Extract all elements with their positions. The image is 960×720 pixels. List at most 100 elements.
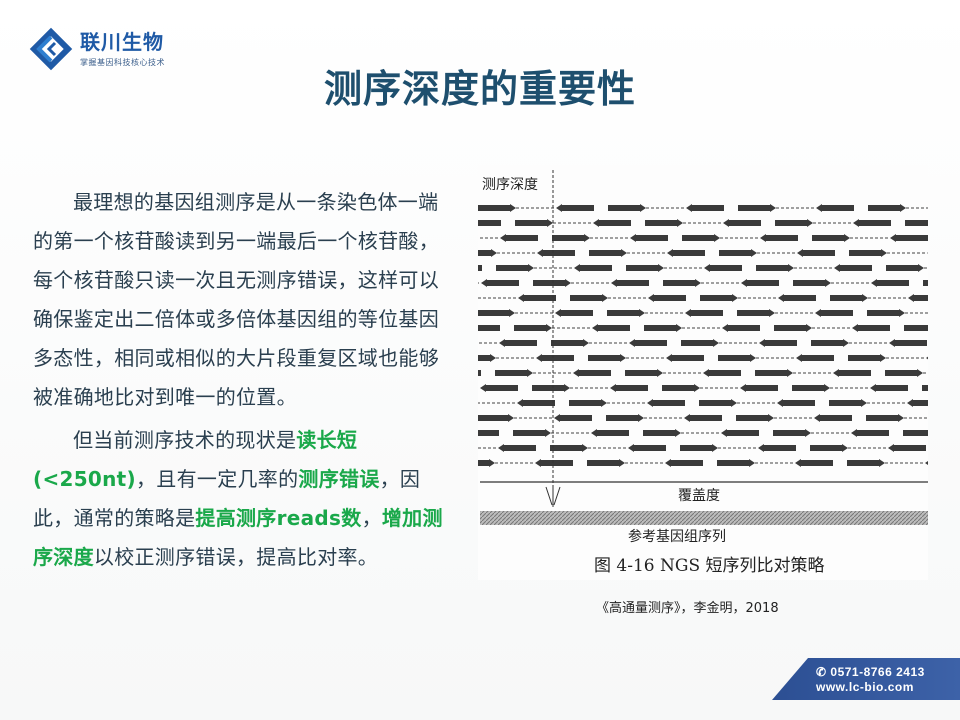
forward-arrow-icon (918, 264, 924, 272)
forward-arrow-icon (769, 309, 775, 317)
reverse-arrow-icon (573, 369, 579, 377)
reverse-arrow-icon (797, 249, 803, 257)
forward-read (532, 385, 564, 391)
reverse-arrow-icon (499, 339, 505, 347)
reverse-read (877, 280, 909, 286)
reverse-read (636, 235, 668, 241)
forward-read (626, 265, 658, 271)
forward-arrow-icon (583, 339, 589, 347)
forward-read (551, 340, 583, 346)
reverse-arrow-icon (871, 279, 877, 287)
forward-read (478, 205, 510, 211)
reverse-read (801, 460, 833, 466)
forward-arrow-icon (844, 234, 850, 242)
reverse-arrow-icon (684, 414, 690, 422)
forward-read (550, 445, 582, 451)
reference-genome-bar (480, 511, 928, 525)
reverse-arrow-icon (593, 219, 599, 227)
reverse-arrow-icon (628, 444, 634, 452)
forward-read (756, 265, 788, 271)
reverse-arrow-icon (629, 339, 635, 347)
forward-read (774, 325, 806, 331)
reverse-read (857, 430, 889, 436)
reverse-arrow-icon (816, 204, 822, 212)
reverse-read (543, 250, 575, 256)
forward-read (496, 265, 528, 271)
reverse-arrow-icon (833, 369, 839, 377)
forward-arrow-icon (805, 429, 811, 437)
forward-read (477, 310, 509, 316)
forward-read (775, 220, 807, 226)
forward-arrow-icon (621, 249, 627, 257)
reverse-arrow-icon (870, 384, 876, 392)
forward-read (848, 355, 880, 361)
forward-read (533, 280, 565, 286)
forward-arrow-icon (900, 204, 906, 212)
reverse-read (840, 265, 872, 271)
reverse-arrow-icon (740, 384, 746, 392)
forward-arrow-icon (768, 414, 774, 422)
reverse-read (562, 205, 594, 211)
forward-read (717, 460, 749, 466)
reverse-arrow-icon (759, 339, 765, 347)
reverse-read (710, 265, 742, 271)
reverse-read (728, 325, 760, 331)
reverse-read (597, 430, 629, 436)
forward-arrow-icon (508, 414, 514, 422)
reverse-read (764, 445, 796, 451)
reverse-arrow-icon (722, 324, 728, 332)
paragraph-1: 最理想的基因组测序是从一条染色体一端的第一个核苷酸读到另一端最后一个核苷酸，每个… (33, 190, 439, 409)
forward-read (680, 445, 712, 451)
reverse-read (894, 445, 926, 451)
reverse-read (580, 265, 612, 271)
logo-slogan: 掌握基因科技核心技术 (80, 57, 165, 67)
logo-mark-icon (29, 27, 73, 71)
forward-arrow-icon (861, 399, 867, 407)
forward-arrow-icon (879, 459, 885, 467)
forward-arrow-icon (732, 294, 738, 302)
forward-read (662, 385, 694, 391)
forward-read (458, 355, 490, 361)
reverse-arrow-icon (665, 459, 671, 467)
forward-read (738, 205, 770, 211)
reverse-arrow-icon (721, 429, 727, 437)
reverse-arrow-icon (777, 399, 783, 407)
reverse-arrow-icon (611, 279, 617, 287)
forward-read (513, 430, 545, 436)
forward-arrow-icon (601, 399, 607, 407)
reverse-arrow-icon (500, 234, 506, 242)
reverse-arrow-icon (685, 309, 691, 317)
forward-read (589, 250, 621, 256)
forward-arrow-icon (545, 429, 551, 437)
page-title: 测序深度的重要性 (323, 67, 636, 111)
reverse-read (803, 250, 835, 256)
reverse-read (692, 205, 724, 211)
reverse-arrow-icon (704, 264, 710, 272)
reverse-arrow-icon (814, 414, 820, 422)
forward-arrow-icon (842, 444, 848, 452)
reverse-arrow-icon (723, 219, 729, 227)
reverse-read (560, 415, 592, 421)
reverse-read (747, 280, 779, 286)
reverse-read (746, 385, 778, 391)
forward-read (644, 325, 676, 331)
forward-read (719, 250, 751, 256)
reverse-arrow-icon (591, 429, 597, 437)
forward-arrow-icon (695, 279, 701, 287)
reverse-arrow-icon (498, 444, 504, 452)
forward-read (681, 340, 713, 346)
reads-group (348, 204, 960, 467)
forward-read (570, 295, 602, 301)
forward-arrow-icon (620, 354, 626, 362)
reverse-read (468, 325, 500, 331)
reverse-arrow-icon (741, 279, 747, 287)
forward-arrow-icon (714, 234, 720, 242)
reverse-read (822, 205, 854, 211)
highlight-more-reads: 提高测序reads数 (195, 506, 362, 530)
forward-arrow-icon (749, 459, 755, 467)
text-segment: 以校正测序错误，提高比对率。 (93, 545, 379, 569)
reverse-arrow-icon (926, 354, 932, 362)
forward-read (829, 400, 861, 406)
forward-read (682, 235, 714, 241)
reverse-arrow-icon (888, 444, 894, 452)
